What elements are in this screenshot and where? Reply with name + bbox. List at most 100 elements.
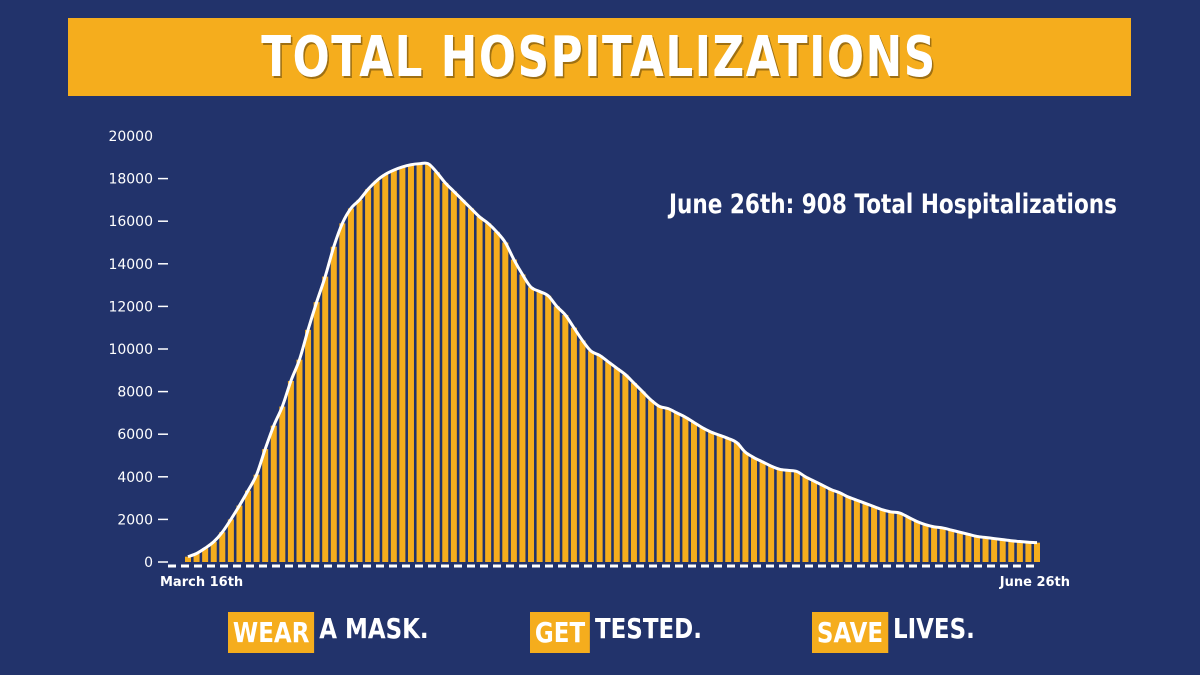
- bar: [313, 302, 320, 562]
- bar: [202, 548, 209, 562]
- bar: [296, 359, 303, 562]
- chart-title: TOTAL HOSPITALIZATIONS: [261, 24, 938, 90]
- bar: [716, 435, 723, 562]
- bar: [562, 314, 569, 562]
- bar: [665, 408, 672, 562]
- y-tick-label: 6000: [117, 427, 153, 443]
- bar: [416, 163, 423, 562]
- footer-highlight-wear: WEAR: [228, 611, 315, 653]
- bar: [630, 383, 637, 562]
- bar: [253, 474, 260, 562]
- bar: [999, 539, 1006, 562]
- bar: [896, 513, 903, 562]
- bar: [528, 287, 535, 562]
- bar: [407, 164, 414, 562]
- bar: [1025, 542, 1032, 562]
- bar: [390, 170, 397, 562]
- bar: [802, 476, 809, 562]
- bar: [819, 485, 826, 562]
- bar: [699, 427, 706, 562]
- bar: [888, 511, 895, 562]
- bar: [836, 492, 843, 562]
- x-end-label: June 26th: [999, 575, 1070, 590]
- bar: [845, 497, 852, 562]
- bar: [382, 174, 389, 562]
- bar: [948, 530, 955, 562]
- bar: [673, 412, 680, 562]
- bar: [905, 517, 912, 562]
- bar: [433, 172, 440, 562]
- bar: [1033, 542, 1041, 562]
- bar: [1016, 541, 1023, 562]
- bar: [322, 276, 329, 562]
- bar: [828, 489, 835, 562]
- x-start-label: March 16th: [160, 575, 243, 590]
- bar: [725, 438, 732, 562]
- bar: [236, 505, 243, 562]
- y-tick-label: 4000: [117, 470, 153, 486]
- bar: [210, 541, 217, 562]
- bar: [708, 432, 715, 562]
- bar: [793, 471, 800, 562]
- bar: [450, 191, 457, 562]
- bar: [502, 242, 509, 562]
- y-tick-label: 20000: [108, 129, 153, 145]
- footer-text-mask: A MASK.: [319, 611, 429, 645]
- bar: [605, 361, 612, 562]
- bar: [425, 163, 432, 562]
- bar: [356, 199, 363, 562]
- y-tick-label: 8000: [117, 385, 153, 401]
- bar: [656, 406, 663, 562]
- bar: [262, 449, 269, 562]
- bar: [648, 400, 655, 562]
- bar: [588, 351, 595, 562]
- bar: [1008, 540, 1015, 562]
- bar: [931, 526, 938, 562]
- bar: [227, 519, 234, 562]
- bar: [785, 470, 792, 562]
- bar: [219, 532, 226, 562]
- bar: [347, 208, 354, 563]
- bar: [768, 466, 775, 562]
- footer-text-lives: LIVES.: [892, 611, 975, 645]
- bar: [570, 327, 577, 562]
- bar: [733, 442, 740, 562]
- bar: [622, 374, 629, 562]
- bar: [305, 329, 312, 562]
- bar: [596, 355, 603, 562]
- bar: [279, 406, 286, 562]
- bar: [493, 231, 500, 562]
- bar: [750, 457, 758, 562]
- bar: [476, 216, 483, 562]
- title-banner: TOTAL HOSPITALIZATIONS: [68, 18, 1131, 96]
- bar: [485, 223, 492, 562]
- bar: [879, 509, 886, 562]
- y-tick-label: 0: [144, 555, 153, 571]
- bar: [510, 259, 517, 562]
- bar: [690, 422, 697, 562]
- chart-annotation: June 26th: 908 Total Hospitalizations: [667, 189, 1117, 220]
- bar: [965, 534, 972, 562]
- bar: [245, 490, 252, 562]
- y-tick-label: 16000: [108, 214, 153, 230]
- footer-highlight-save: SAVE: [812, 611, 889, 653]
- y-tick-label: 12000: [108, 299, 153, 315]
- y-tick-label: 18000: [108, 172, 153, 188]
- bar: [871, 506, 878, 562]
- bar: [811, 481, 818, 562]
- y-tick-label: 2000: [117, 512, 153, 528]
- bar: [193, 553, 200, 562]
- footer-text-tested: TESTED.: [594, 611, 702, 645]
- footer-save-lives: SAVE LIVES.: [812, 608, 1011, 656]
- bar: [545, 295, 552, 562]
- y-tick-label: 10000: [108, 342, 153, 358]
- bar: [973, 536, 980, 562]
- bar: [759, 461, 766, 562]
- bar: [742, 452, 749, 562]
- footer-get-tested: GET TESTED.: [530, 608, 740, 656]
- bar: [639, 391, 646, 562]
- bar: [913, 521, 920, 562]
- bar: [613, 368, 620, 562]
- trend-line: [187, 161, 1038, 559]
- bar: [184, 556, 192, 562]
